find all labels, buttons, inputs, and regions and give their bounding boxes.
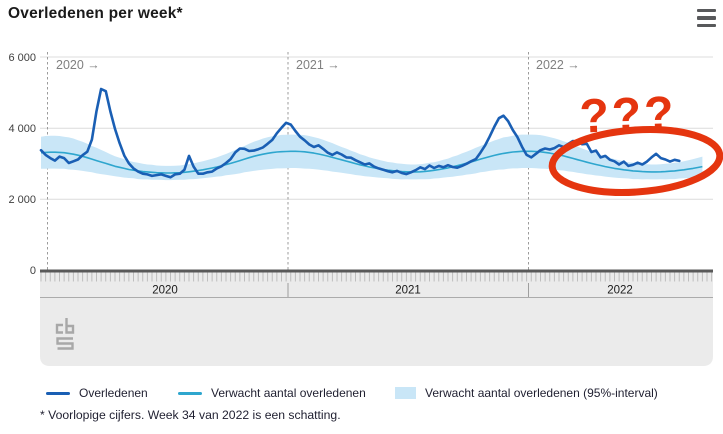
- hamburger-icon: [697, 23, 716, 27]
- expected-deaths-line: [40, 150, 703, 174]
- year-start-lines: [47, 52, 529, 270]
- legend-item-verwacht: Verwacht aantal overledenen: [178, 384, 366, 402]
- y-axis-labels: 6 000 4 000 2 000 0: [8, 52, 36, 277]
- annotation-question-marks: ???: [579, 87, 678, 143]
- x-year-label: 2020: [152, 285, 178, 297]
- legend-label: Overledenen: [79, 386, 148, 400]
- gridlines: [40, 56, 713, 200]
- page-title: Overledenen per week*: [8, 5, 183, 22]
- legend-item-overledenen: Overledenen: [46, 384, 148, 402]
- annotation-group: ???: [548, 87, 723, 196]
- chart-legend: Overledenen Verwacht aantal overledenen …: [0, 384, 723, 404]
- y-tick-label: 0: [30, 265, 36, 277]
- y-tick-label: 6 000: [8, 52, 36, 64]
- x-axis-line: [40, 269, 713, 273]
- year-marker: 2022 →: [536, 58, 580, 72]
- band-swatch-icon: [395, 387, 416, 399]
- menu-button[interactable]: [697, 9, 717, 27]
- year-marker: 2020 →: [56, 58, 100, 72]
- axis-footer-panel: [40, 272, 713, 366]
- annotation-ellipse: [548, 126, 723, 196]
- x-axis-year-labels: 2020 2021 2022: [152, 285, 633, 297]
- legend-item-interval: Verwacht aantal overledenen (95%-interva…: [395, 384, 658, 402]
- year-band-separators: [287, 283, 529, 298]
- legend-label: Verwacht aantal overledenen: [211, 386, 366, 400]
- y-tick-label: 4 000: [8, 123, 36, 135]
- line-swatch-icon: [178, 391, 202, 395]
- legend-label: Verwacht aantal overledenen (95%-interva…: [425, 386, 658, 400]
- year-marker: 2021 →: [296, 58, 340, 72]
- y-tick-label: 2 000: [8, 194, 36, 206]
- week-ticks: [40, 272, 713, 282]
- footnote: * Voorlopige cijfers. Week 34 van 2022 i…: [40, 408, 341, 422]
- hamburger-icon: [697, 16, 716, 20]
- x-year-label: 2022: [607, 285, 633, 297]
- cbs-logo-icon: [55, 318, 75, 350]
- hamburger-icon: [697, 9, 716, 13]
- year-marker-labels: 2020 → 2021 → 2022 →: [56, 58, 580, 72]
- x-year-label: 2021: [395, 285, 421, 297]
- line-swatch-icon: [46, 391, 70, 395]
